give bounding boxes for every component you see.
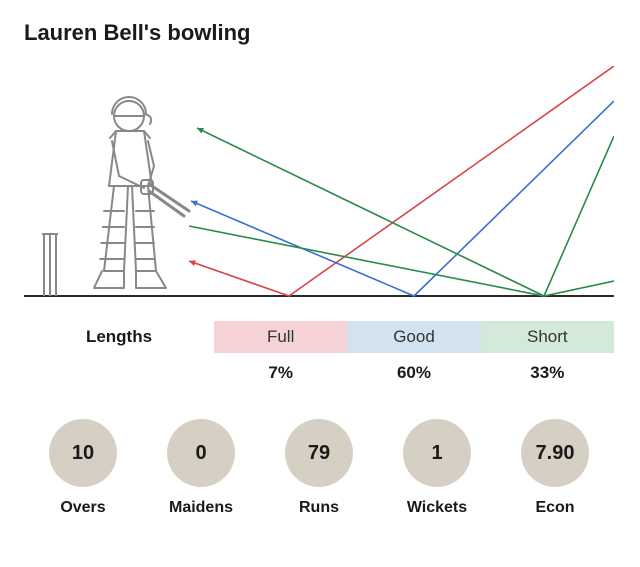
length-zone-good: Good (347, 321, 480, 353)
stat-value: 1 (403, 419, 471, 487)
lengths-row: Lengths FullGoodShort (24, 321, 614, 353)
lengths-label: Lengths (24, 321, 214, 353)
stat-econ: 7.90 Econ (500, 419, 610, 517)
stat-overs: 10 Overs (28, 419, 138, 517)
stat-label: Overs (60, 499, 105, 517)
stat-maidens: 0 Maidens (146, 419, 256, 517)
lengths-percent-row: 7%60%33% (24, 363, 614, 383)
length-zone-short: Short (481, 321, 614, 353)
stat-value: 7.90 (521, 419, 589, 487)
pitch-diagram (24, 66, 614, 321)
length-pct-good: 60% (347, 363, 480, 383)
stat-label: Runs (299, 499, 339, 517)
stat-runs: 79 Runs (264, 419, 374, 517)
stat-label: Econ (535, 499, 574, 517)
length-pct-full: 7% (214, 363, 347, 383)
stat-value: 0 (167, 419, 235, 487)
stats-row: 10 Overs 0 Maidens 79 Runs 1 Wickets 7.90 Econ (24, 419, 614, 517)
stat-value: 10 (49, 419, 117, 487)
stat-label: Maidens (169, 499, 233, 517)
page-title: Lauren Bell's bowling (24, 20, 616, 46)
stat-value: 79 (285, 419, 353, 487)
length-zone-full: Full (214, 321, 347, 353)
stat-label: Wickets (407, 499, 467, 517)
length-pct-short: 33% (481, 363, 614, 383)
stat-wickets: 1 Wickets (382, 419, 492, 517)
